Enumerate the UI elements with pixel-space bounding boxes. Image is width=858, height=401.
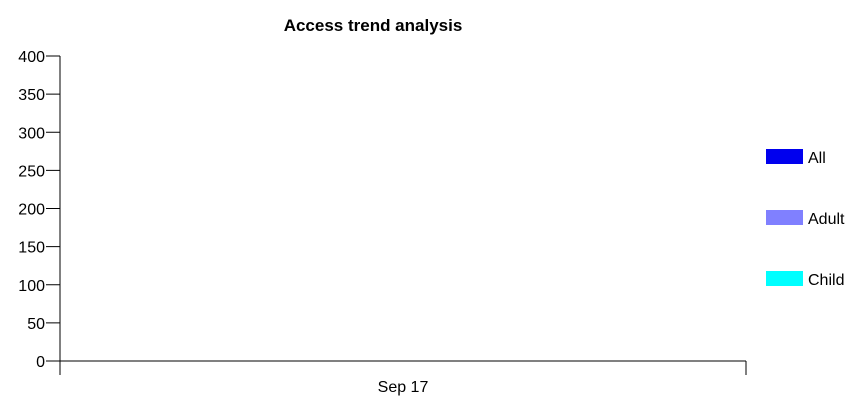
legend-label-all: All [808,150,826,167]
legend: All Adult Child [766,149,845,289]
y-tick-label-200: 200 [18,202,45,219]
y-tick-label-150: 150 [18,240,45,257]
legend-swatch-all [766,149,803,164]
y-tick-label-50: 50 [27,316,45,333]
y-tick-label-350: 350 [18,87,45,104]
y-tick-label-0: 0 [36,354,45,371]
y-axis: 0 50 100 150 200 250 300 350 400 [18,49,61,375]
y-tick-label-250: 250 [18,163,45,180]
legend-label-child: Child [808,272,844,289]
legend-label-adult: Adult [808,211,845,228]
legend-swatch-child [766,271,803,286]
y-tick-label-300: 300 [18,125,45,142]
chart-title: Access trend analysis [284,16,463,35]
y-tick-label-400: 400 [18,49,45,66]
y-tick-label-100: 100 [18,278,45,295]
x-axis: Sep 17 [60,360,747,396]
x-tick-label-0: Sep 17 [378,379,429,396]
legend-swatch-adult [766,210,803,225]
